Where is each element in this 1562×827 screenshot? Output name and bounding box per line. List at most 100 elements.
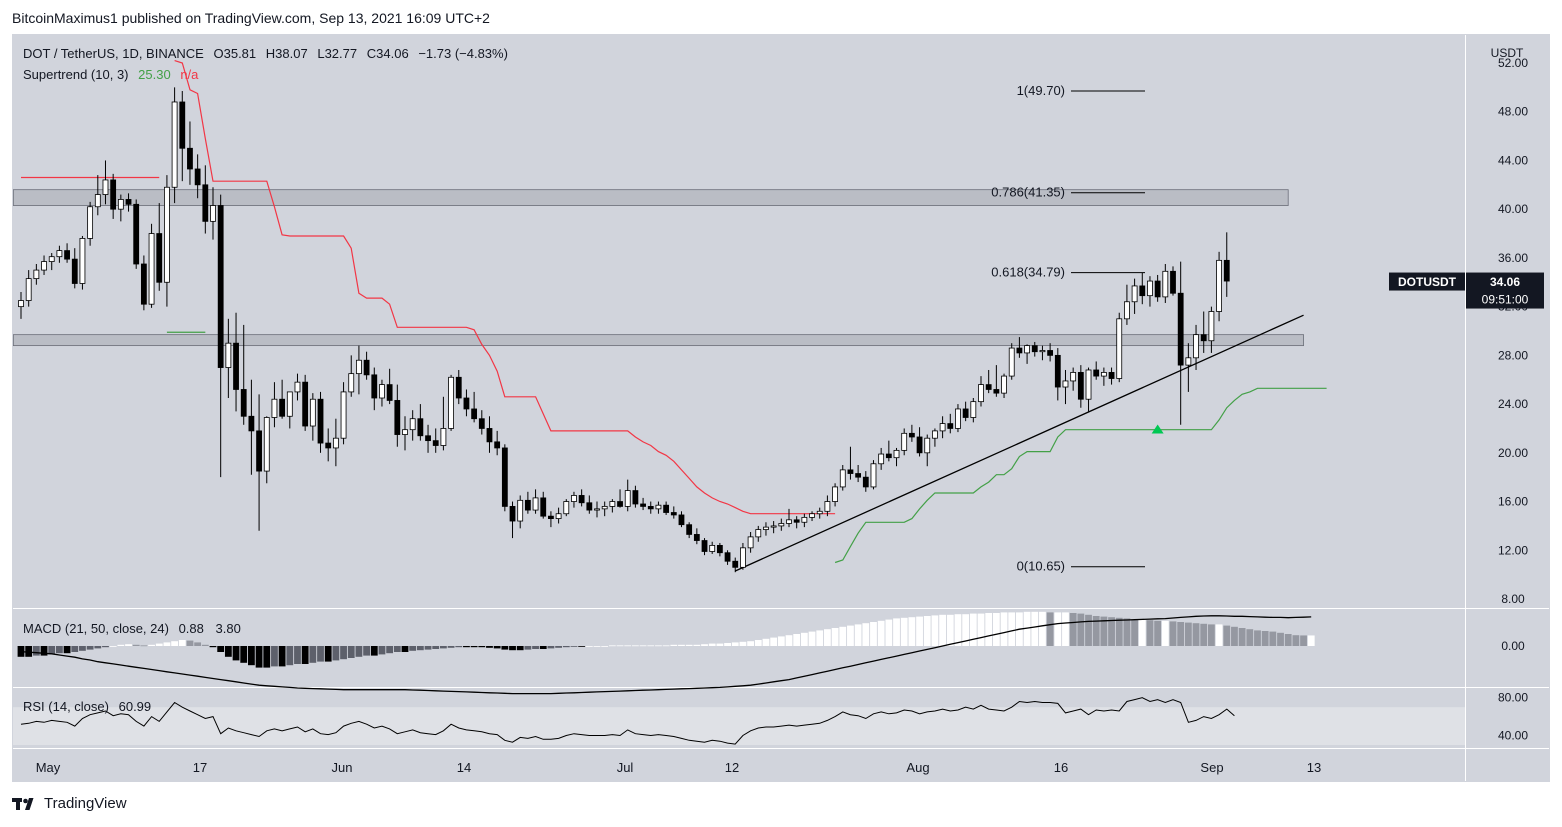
candle-body	[478, 418, 485, 429]
candle	[617, 489, 623, 508]
macd-histogram-bar	[286, 646, 294, 666]
candle-body	[1185, 357, 1192, 366]
candle	[432, 428, 439, 453]
macd-histogram-bar	[363, 646, 370, 656]
candlestick-chart[interactable]: 1(49.70) 0.786(41.35) 0.618(34.79) 0(10.65)…	[12, 35, 1549, 781]
macd-histogram-bar	[754, 640, 762, 646]
candle-body	[1131, 285, 1138, 303]
macd-histogram-bar	[839, 626, 847, 646]
candle-body	[148, 233, 155, 305]
candle-body	[363, 359, 370, 376]
candle-body	[140, 263, 147, 305]
candle	[110, 173, 117, 219]
macd-histogram-bar	[370, 646, 378, 656]
macd-histogram-bar	[992, 613, 1000, 646]
macd-histogram-bar	[1131, 619, 1138, 646]
macd-histogram-bar	[56, 646, 63, 654]
candle-body	[386, 384, 393, 401]
candle	[1100, 367, 1107, 386]
macd-histogram-bar	[378, 646, 386, 655]
macd-histogram-bar	[478, 646, 486, 648]
candle-body	[271, 398, 278, 418]
macd-legend[interactable]: MACD (21, 50, close, 24) 0.88 3.80	[23, 621, 241, 636]
chart-container[interactable]: 1(49.70) 0.786(41.35) 0.618(34.79) 0(10.65)…	[12, 34, 1550, 782]
candle-body	[340, 391, 347, 439]
candle	[647, 501, 654, 514]
candle-body	[532, 497, 539, 511]
candle	[25, 270, 32, 307]
candle-body	[156, 233, 163, 283]
candle	[202, 165, 209, 234]
price-pane[interactable]	[13, 35, 1465, 608]
macd-histogram-bar	[240, 646, 248, 663]
candle	[1047, 343, 1054, 362]
candle	[540, 491, 547, 519]
candle	[87, 201, 94, 246]
candle	[732, 557, 739, 573]
candle-body	[816, 510, 823, 515]
candle	[955, 404, 961, 433]
candle	[233, 312, 239, 412]
time-axis-label: 13	[1307, 760, 1321, 775]
time-axis[interactable]	[13, 749, 1465, 781]
candle-body	[755, 529, 762, 538]
macd-histogram-bar	[1192, 623, 1200, 646]
candle	[179, 91, 186, 182]
macd-histogram-bar	[455, 646, 463, 648]
candle-body	[87, 206, 94, 239]
candle-body	[501, 447, 508, 507]
rsi-legend[interactable]: RSI (14, close) 60.99	[23, 699, 151, 714]
candle	[709, 541, 716, 554]
candle-body	[110, 179, 117, 210]
macd-histogram-bar	[309, 646, 317, 663]
candle-body	[893, 449, 900, 459]
macd-histogram-bar	[1200, 623, 1208, 646]
change-value: −1.73 (−4.83%)	[418, 46, 508, 61]
macd-histogram-bar	[785, 635, 793, 646]
candle-body	[1047, 350, 1054, 356]
macd-histogram-bar	[25, 646, 33, 657]
symbol-legend[interactable]: DOT / TetherUS, 1D, BINANCE O35.81 H38.0…	[23, 46, 508, 61]
candle	[916, 427, 923, 457]
candle-body	[294, 381, 301, 393]
candle	[755, 525, 762, 542]
time-axis-label: 12	[725, 760, 739, 775]
candle	[417, 404, 424, 441]
macd-histogram-bar	[662, 645, 670, 647]
candle	[586, 495, 593, 514]
macd-histogram-bar	[1208, 624, 1215, 646]
candle	[194, 154, 201, 199]
macd-histogram-bar	[248, 646, 255, 666]
macd-histogram-bar	[1292, 635, 1300, 646]
macd-histogram-bar	[140, 645, 148, 647]
macd-histogram-bar	[48, 646, 56, 655]
macd-pane[interactable]	[13, 609, 1465, 687]
candle	[133, 199, 140, 269]
candle-body	[64, 250, 70, 260]
macd-histogram-bar	[40, 646, 48, 656]
candle	[148, 223, 155, 308]
candle	[870, 460, 877, 490]
candle-body	[1200, 334, 1207, 342]
macd-histogram-bar	[1184, 622, 1192, 646]
candle-body	[709, 544, 716, 552]
supertrend-legend[interactable]: Supertrend (10, 3) 25.30 n/a	[23, 67, 199, 82]
candle	[632, 485, 639, 508]
candle	[985, 369, 992, 394]
candle-body	[263, 417, 270, 472]
candle	[693, 528, 700, 545]
candle-body	[655, 504, 662, 510]
candle-body	[540, 497, 547, 517]
candle-body	[379, 384, 385, 399]
candle	[524, 491, 531, 514]
macd-histogram-bar	[1269, 631, 1277, 646]
macd-histogram-bar	[908, 617, 916, 646]
tradingview-brand[interactable]: TradingView	[12, 795, 127, 812]
price-tick-label: 12.00	[1498, 543, 1528, 557]
candle	[1108, 367, 1115, 385]
candle	[156, 203, 163, 291]
macd-histogram-bar	[578, 646, 586, 647]
price-axis[interactable]	[1465, 35, 1549, 781]
macd-histogram-bar	[32, 646, 40, 656]
macd-histogram-bar	[1254, 630, 1261, 646]
